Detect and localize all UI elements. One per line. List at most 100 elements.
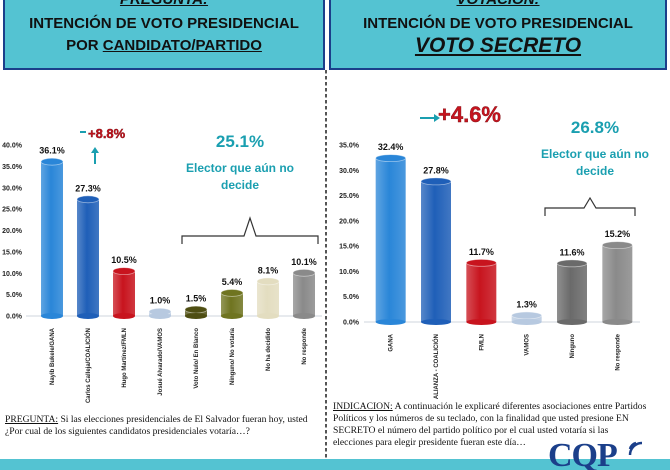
right-category-label: No responde — [615, 333, 621, 370]
right-category-label: FMLN — [479, 334, 485, 351]
left-question-note: PREGUNTA: Si las elecciones presidencial… — [5, 414, 320, 438]
right-ytick-label: 35.0% — [339, 143, 360, 150]
right-diff-arrow-head — [434, 114, 440, 122]
left-category-label: Josué Alvarado/VAMOS — [158, 328, 164, 396]
left-header-line1: INTENCIÓN DE VOTO PRESIDENCIAL — [29, 15, 299, 32]
left-value-label: 1.0% — [150, 296, 171, 306]
left-bar-base — [221, 313, 243, 319]
right-ytick-label: 25.0% — [339, 193, 360, 200]
right-bar-base — [375, 319, 406, 325]
right-indication-note: INDICACION: A continuación le explicaré … — [333, 401, 648, 449]
right-bar-cap — [556, 259, 588, 268]
right-bar-base — [511, 319, 542, 325]
right-ytick-label: 20.0% — [339, 218, 360, 225]
right-value-label: 27.8% — [423, 165, 449, 175]
left-bar-base — [293, 313, 315, 319]
left-bar — [221, 292, 243, 316]
right-header-line1: INTENCIÓN DE VOTO PRESIDENCIAL — [363, 15, 633, 32]
left-bar-base — [41, 313, 63, 319]
right-value-label: 32.4% — [378, 142, 404, 152]
left-ytick-label: 0.0% — [6, 314, 23, 321]
left-bar — [113, 271, 135, 316]
left-bar-cap — [220, 289, 244, 297]
left-ytick-label: 25.0% — [2, 207, 23, 214]
left-category-label: No responde — [302, 327, 308, 364]
left-bar-base — [257, 313, 279, 319]
right-ytick-label: 10.0% — [339, 269, 360, 276]
left-undecided-pct: 25.1% — [216, 132, 264, 151]
left-value-label: 27.3% — [75, 183, 101, 193]
left-header-line2-pre: POR — [66, 37, 103, 54]
right-bar-base — [602, 319, 633, 325]
right-bar — [557, 263, 587, 322]
left-category-label: Voto Nulo/ En Blanco — [194, 328, 200, 389]
right-category-label: Ninguno — [570, 334, 576, 359]
left-bar-base — [149, 313, 171, 319]
left-value-label: 1.5% — [186, 294, 207, 304]
left-note-text: Si las elecciones presidenciales de El S… — [5, 414, 308, 437]
right-undecided-pct: 26.8% — [571, 118, 619, 137]
right-value-label: 11.7% — [469, 247, 494, 257]
left-bar — [77, 199, 99, 316]
left-ytick-label: 10.0% — [2, 271, 23, 278]
left-bar — [293, 272, 315, 316]
right-ytick-label: 5.0% — [343, 294, 360, 301]
right-bar-cap — [465, 258, 497, 267]
left-bar-cap — [112, 267, 136, 276]
left-category-label: Nayib Bukele/GANA — [50, 327, 56, 385]
right-header: VOTACION: INTENCIÓN DE VOTO PRESIDENCIAL… — [329, 0, 667, 70]
left-header-line2: POR CANDIDATO/PARTIDO — [5, 36, 323, 56]
left-header-top: PREGUNTA: — [5, 0, 323, 8]
right-value-label: 15.2% — [605, 229, 631, 239]
left-ytick-label: 35.0% — [2, 164, 23, 171]
left-ytick-label: 40.0% — [2, 143, 23, 150]
left-diff-annotation: +8.8% — [88, 126, 126, 141]
right-ytick-label: 15.0% — [339, 244, 360, 251]
left-ytick-label: 5.0% — [6, 292, 23, 299]
left-undecided-line1: Elector que aún no — [186, 161, 294, 175]
left-bar-base — [113, 313, 135, 319]
right-bar-base — [466, 319, 497, 325]
right-bar — [421, 181, 451, 322]
right-ytick-label: 0.0% — [343, 320, 360, 327]
right-note-label: INDICACION: — [333, 401, 393, 412]
left-category-label: Carlos Calleja/COALICIÓN — [84, 328, 92, 403]
signal-arcs-icon — [628, 441, 643, 456]
left-ytick-label: 30.0% — [2, 185, 23, 192]
right-undecided-line2: decide — [576, 164, 614, 178]
right-bar — [375, 158, 406, 322]
left-bar — [41, 161, 63, 316]
right-bar-cap — [511, 311, 543, 320]
left-bar-cap — [256, 277, 280, 286]
left-category-label: Hugo Martínez/FMLN — [122, 328, 128, 388]
left-ytick-label: 15.0% — [2, 249, 23, 256]
right-header-top: VOTACION: — [331, 0, 665, 8]
left-diff-arrow-head — [91, 147, 99, 153]
right-bar-cap — [375, 154, 407, 163]
right-ytick-label: 30.0% — [339, 168, 360, 175]
right-diff-annotation: +4.6% — [438, 102, 501, 127]
left-category-label: Ninguno/ No votaría — [230, 327, 236, 385]
left-category-label: No ha decidido — [266, 328, 272, 371]
left-ytick-label: 20.0% — [2, 228, 23, 235]
left-bar-base — [77, 313, 99, 319]
left-bar-cap — [76, 195, 100, 204]
left-header-line2-underlined: CANDIDATO/PARTIDO — [102, 37, 262, 54]
right-category-label: GANA — [389, 333, 395, 351]
left-value-label: 10.1% — [291, 257, 317, 267]
left-bar-cap — [40, 157, 64, 166]
right-note-text: A continuación le explicaré diferentes a… — [333, 401, 647, 448]
right-header-line2: VOTO SECRETO — [414, 34, 582, 57]
left-undecided-line2: decide — [221, 178, 259, 192]
bottom-bar — [0, 459, 670, 470]
right-category-label: VAMOS — [525, 334, 531, 356]
right-bar-cap — [420, 177, 452, 186]
right-value-label: 1.3% — [516, 299, 537, 309]
left-bar — [257, 281, 279, 316]
left-value-label: 10.5% — [111, 255, 137, 265]
left-value-label: 5.4% — [222, 277, 243, 287]
right-bar-cap — [601, 241, 633, 250]
left-undecided-brace — [181, 216, 319, 244]
left-note-label: PREGUNTA: — [5, 414, 59, 425]
